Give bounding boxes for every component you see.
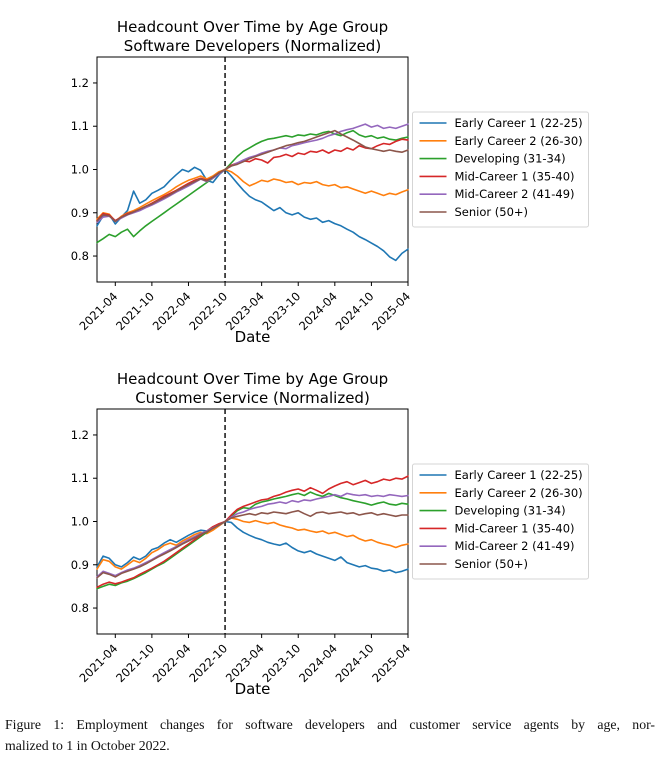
legend-label: Developing (31-34) (455, 152, 566, 166)
legend-label: Senior (50+) (455, 205, 529, 219)
x-tick-label: 2021-04 (77, 289, 121, 333)
software-developers-chart: Headcount Over Time by Age GroupSoftware… (71, 18, 589, 346)
series-line-1 (96, 168, 409, 223)
y-tick-label: 1.0 (71, 163, 89, 177)
legend-label: Early Career 1 (22-25) (455, 116, 583, 130)
x-tick-label: 2025-04 (369, 641, 413, 685)
x-tick-label: 2022-10 (186, 641, 230, 685)
legend-label: Early Career 2 (26-30) (455, 486, 583, 500)
y-tick-label: 0.8 (71, 601, 89, 615)
y-tick-label: 0.8 (71, 249, 89, 263)
x-tick-label: 2024-04 (296, 641, 340, 685)
series-line-2 (96, 491, 409, 590)
legend-label: Early Career 2 (26-30) (455, 134, 583, 148)
legend-label: Mid-Career 1 (35-40) (455, 169, 575, 183)
chart-title-line-1: Headcount Over Time by Age Group (117, 370, 388, 388)
series-line-0 (96, 520, 409, 574)
legend-label: Mid-Career 2 (41-49) (455, 187, 575, 201)
series-line-4 (96, 492, 409, 578)
x-tick-label: 2024-10 (333, 641, 377, 685)
legend-label: Mid-Career 1 (35-40) (455, 521, 575, 535)
series-line-5 (96, 129, 409, 223)
legend-box (412, 463, 589, 580)
plot-area (96, 56, 409, 283)
y-tick-label: 1.1 (71, 119, 89, 133)
chart-title-line-2: Software Developers (Normalized) (124, 37, 381, 55)
figure-caption: Figure 1: Employment changes for softwar… (0, 704, 660, 756)
x-tick-label: 2021-10 (113, 641, 157, 685)
caption-line-2: malized to 1 in October 2022. (5, 737, 170, 753)
chart-title-line-1: Headcount Over Time by Age Group (117, 18, 388, 36)
y-tick-label: 1.2 (71, 428, 89, 442)
x-tick-label: 2023-04 (223, 289, 267, 333)
y-tick-label: 0.9 (71, 558, 89, 572)
y-tick-label: 0.9 (71, 206, 89, 220)
chart-title-line-2: Customer Service (Normalized) (135, 389, 370, 407)
y-tick-label: 1.1 (71, 471, 89, 485)
x-tick-label: 2022-04 (150, 641, 194, 685)
x-tick-label: 2022-04 (150, 289, 194, 333)
legend-label: Developing (31-34) (455, 504, 566, 518)
caption-line-1: Figure 1: Employment changes for softwar… (5, 717, 655, 732)
series-line-0 (96, 166, 409, 262)
legend-label: Mid-Career 2 (41-49) (455, 539, 575, 553)
x-tick-label: 2023-04 (223, 641, 267, 685)
legend-label: Senior (50+) (455, 557, 529, 571)
y-tick-label: 1.0 (71, 515, 89, 529)
x-tick-label: 2024-10 (333, 289, 377, 333)
series-line-2 (96, 129, 409, 244)
series-line-4 (96, 123, 409, 224)
x-tick-label: 2024-04 (296, 289, 340, 333)
customer-service-chart: Headcount Over Time by Age GroupCustomer… (71, 370, 589, 698)
x-tick-label: 2022-10 (186, 289, 230, 333)
y-tick-label: 1.2 (71, 76, 89, 90)
x-tick-label: 2021-04 (77, 641, 121, 685)
x-tick-label: 2023-10 (259, 641, 303, 685)
series-line-5 (96, 509, 409, 579)
x-tick-label: 2023-10 (259, 289, 303, 333)
legend-box (412, 111, 589, 228)
x-tick-label: 2025-04 (369, 289, 413, 333)
series-line-1 (96, 517, 409, 570)
legend-label: Early Career 1 (22-25) (455, 468, 583, 482)
x-tick-label: 2021-10 (113, 289, 157, 333)
x-axis-label: Date (235, 328, 271, 346)
x-axis-label: Date (235, 680, 271, 698)
series-line-3 (96, 475, 409, 589)
